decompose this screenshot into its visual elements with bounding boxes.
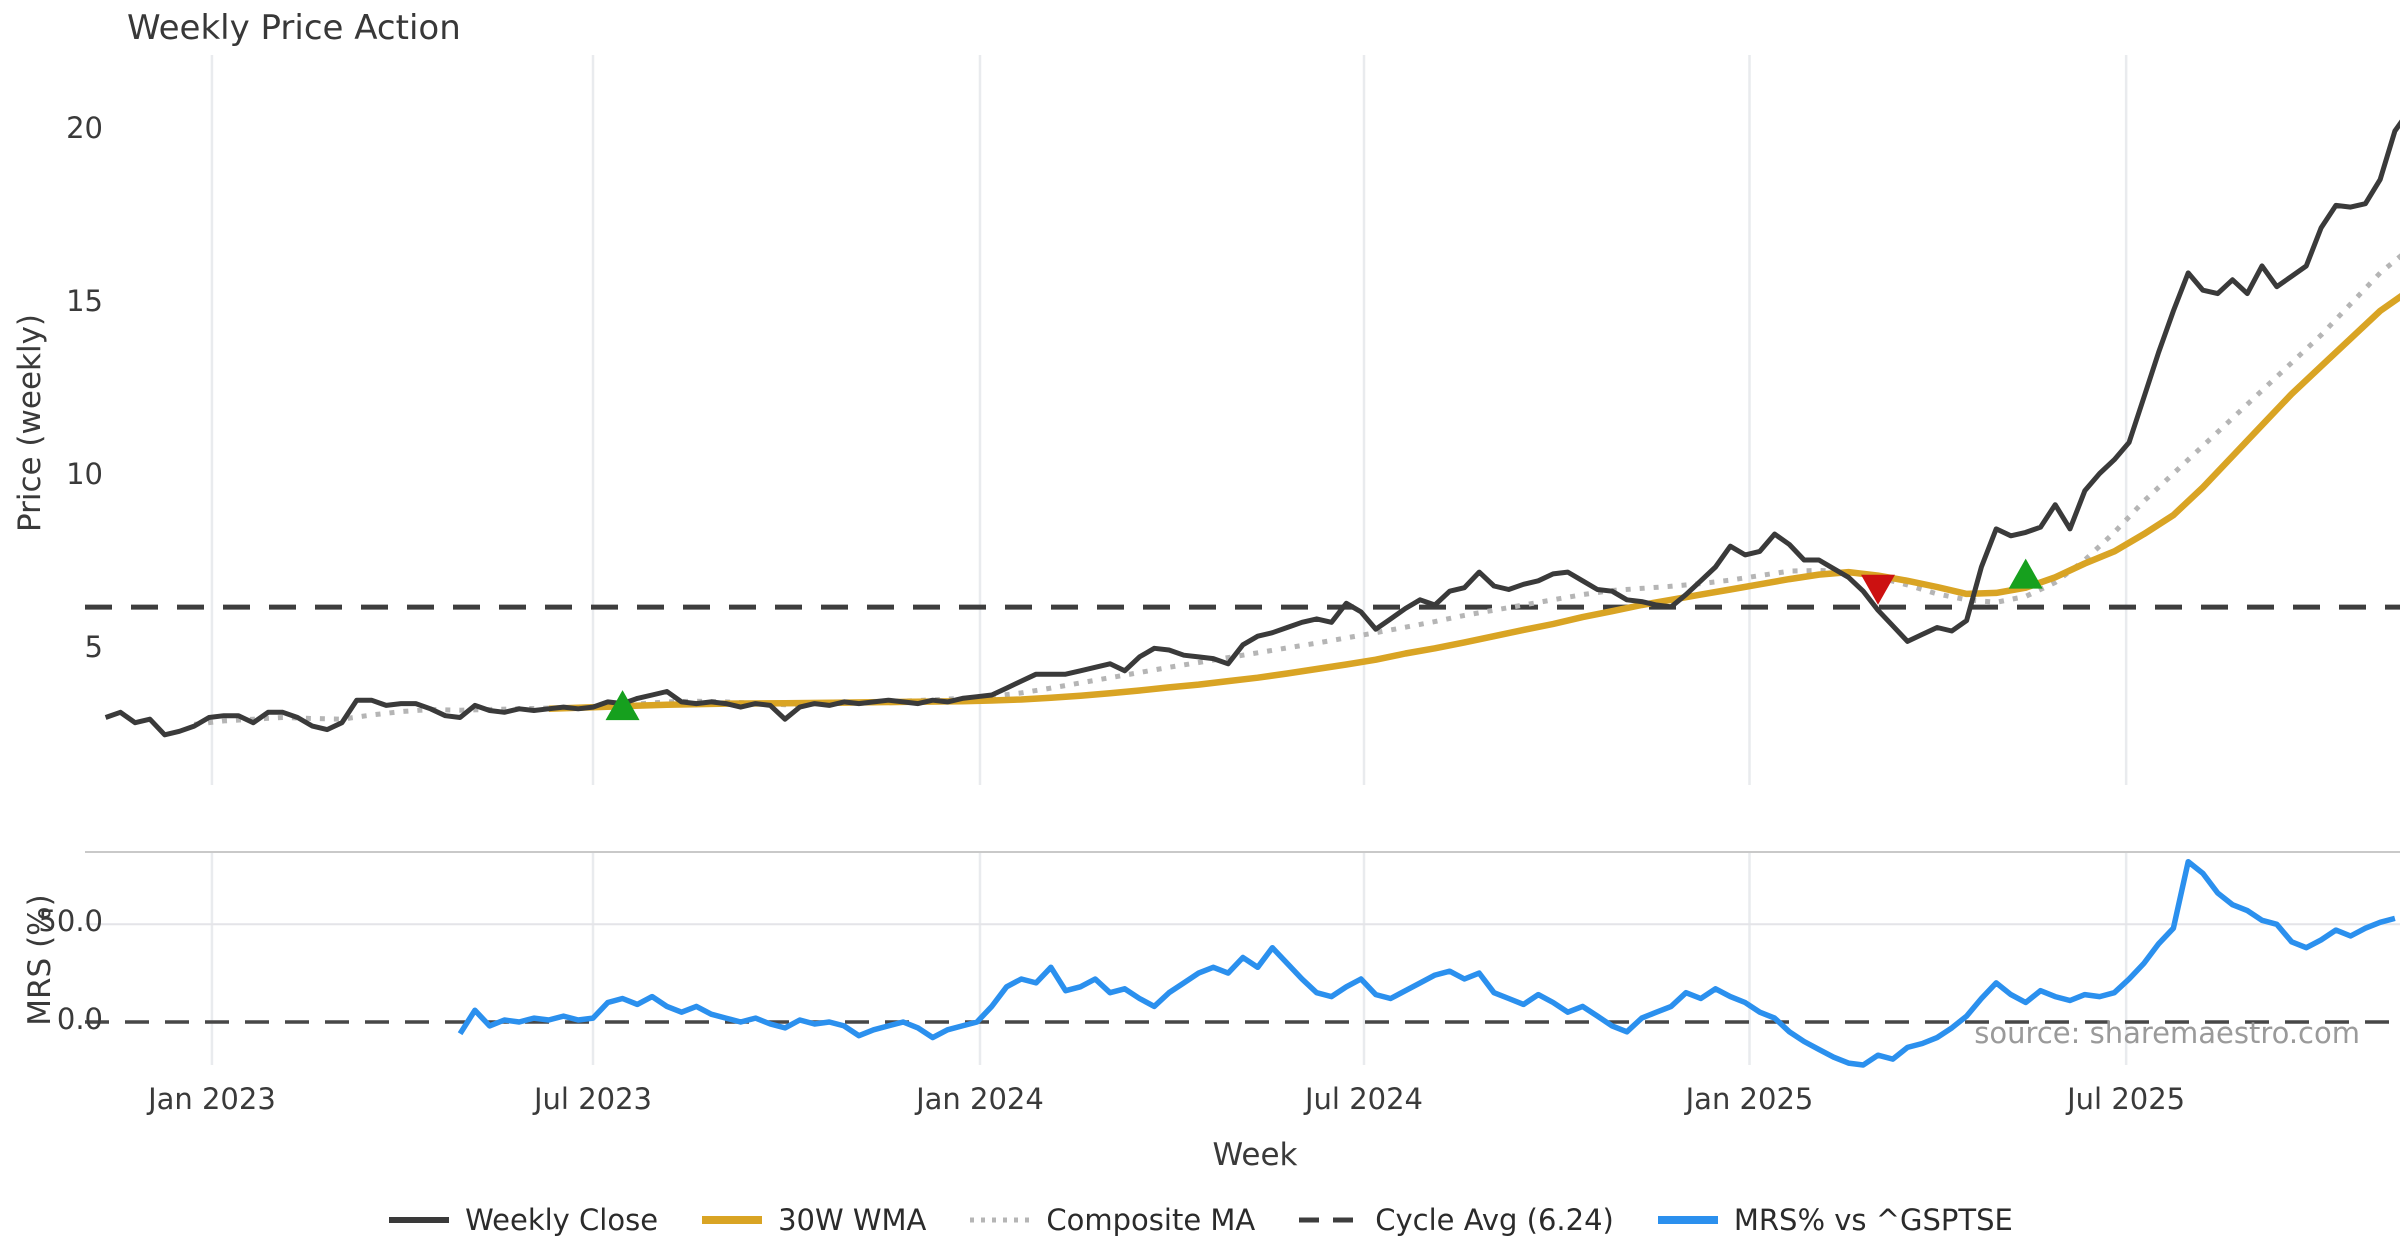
y-tick-label: 20 [66, 111, 103, 145]
sell-signal-marker [1861, 574, 1895, 605]
legend-label: Cycle Avg (6.24) [1375, 1203, 1614, 1237]
x-tick-label: Jan 2024 [916, 1082, 1044, 1116]
source-note: source: sharemaestro.com [1974, 1016, 2360, 1050]
mrs-axis-label: MRS (%) [22, 894, 58, 1026]
legend-line-swatch [1657, 1216, 1718, 1224]
legend-label: MRS% vs ^GSPTSE [1733, 1203, 2013, 1237]
x-axis-label: Week [1212, 1137, 1298, 1173]
mrs-line [457, 858, 2396, 1068]
y-tick-label: 10 [66, 457, 103, 491]
x-tick-label: Jul 2024 [1304, 1082, 1423, 1116]
legend-item: 30W WMA [700, 1203, 926, 1237]
x-tick-label: Jan 2023 [148, 1082, 276, 1116]
legend-item: Composite MA [968, 1203, 1255, 1237]
legend-line-swatch [1299, 1217, 1360, 1223]
y-tick-label: 0.0 [56, 1002, 103, 1036]
y-tick-label: 50.0 [38, 904, 103, 939]
composite-ma-line [193, 253, 2400, 727]
legend-item: MRS% vs ^GSPTSE [1656, 1203, 2013, 1237]
buy-signal-marker [2008, 558, 2043, 589]
price-axis-label: Price (weekly) [12, 313, 48, 533]
x-tick-label: Jul 2025 [2067, 1082, 2186, 1116]
legend-label: Weekly Close [465, 1203, 659, 1237]
chart-legend: Weekly Close 30W WMA Composite MA Cycle Avg… [0, 1203, 2400, 1237]
x-tick-label: Jan 2025 [1685, 1082, 1814, 1116]
legend-line-swatch [702, 1216, 763, 1224]
legend-label: Composite MA [1046, 1203, 1256, 1237]
legend-item: Cycle Avg (6.24) [1297, 1203, 1614, 1237]
x-tick-label: Jul 2023 [533, 1082, 652, 1116]
weekly-close-line [104, 119, 2400, 738]
wma-30w-line [548, 293, 2400, 713]
legend-line-swatch [970, 1217, 1031, 1223]
chart-title: Weekly Price Action [127, 8, 461, 48]
legend-item: Weekly Close [387, 1203, 658, 1237]
legend-label: 30W WMA [778, 1203, 927, 1237]
legend-line-swatch [389, 1217, 450, 1223]
y-tick-label: 5 [84, 630, 103, 664]
buy-signal-marker [605, 690, 640, 721]
y-tick-label: 15 [66, 284, 103, 318]
